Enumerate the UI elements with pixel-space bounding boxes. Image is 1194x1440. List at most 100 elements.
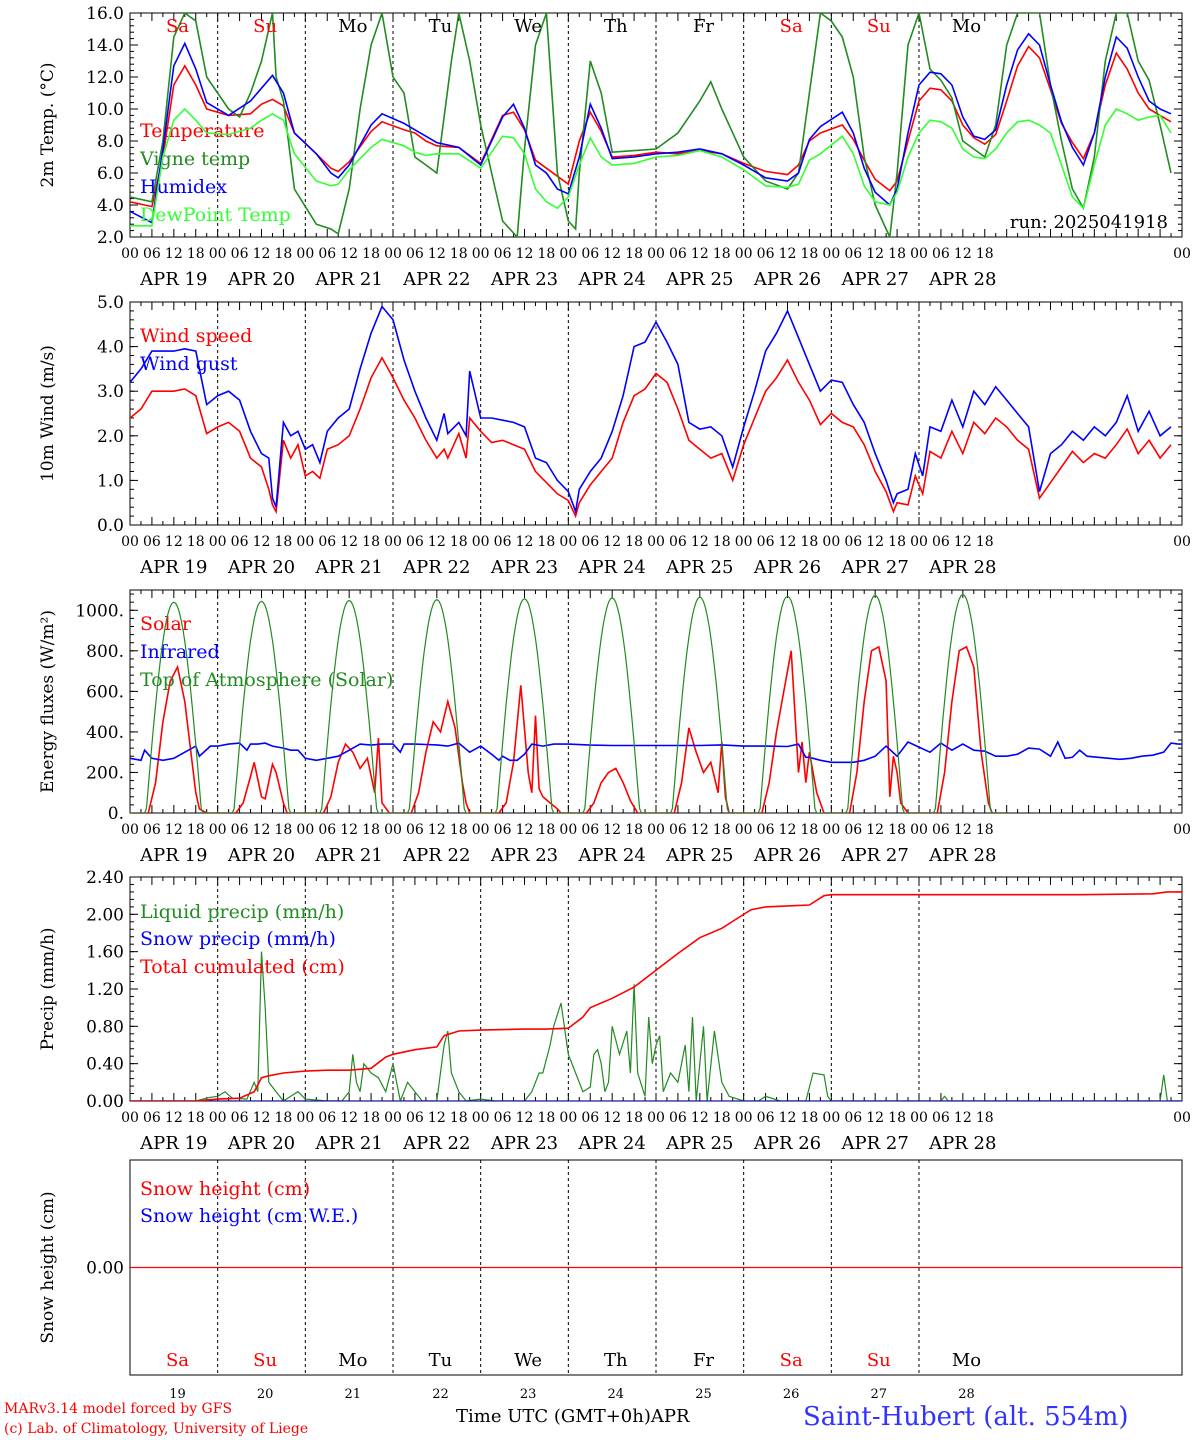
weekday-label: Mo <box>338 1350 367 1371</box>
legend-entry: Humidex <box>140 176 227 198</box>
hour-tick-label: 00 <box>559 534 577 550</box>
y-tick-label: 0.40 <box>86 1055 124 1075</box>
hour-tick-label: 12 <box>691 822 709 838</box>
hour-tick-label: 12 <box>779 534 797 550</box>
panel-5: 0.00 Snow height (cm) Snow height (cm) Snow… <box>38 1159 1183 1376</box>
date-label: APR 20 <box>227 1133 295 1154</box>
hour-tick-label: 12 <box>603 534 621 550</box>
y-tick-label: 0.80 <box>86 1017 124 1037</box>
hour-tick-label: 18 <box>362 1110 380 1126</box>
hour-tick-label: 18 <box>450 246 468 262</box>
time-axis-label: Time UTC (GMT+0h)APR <box>456 1406 690 1427</box>
hour-tick-label: 12 <box>253 246 271 262</box>
date-label: APR 21 <box>315 557 383 578</box>
y-axis-label: Precip (mm/h) <box>38 927 58 1050</box>
series-line <box>130 645 1007 813</box>
y-tick-label: 2.00 <box>86 905 124 925</box>
hour-tick-label: 12 <box>516 246 534 262</box>
legend-entry: Temperature <box>140 120 264 142</box>
hour-tick-label: 18 <box>362 246 380 262</box>
date-label: APR 24 <box>578 1133 646 1154</box>
hour-tick-label: 12 <box>428 246 446 262</box>
hour-tick-label: 00 <box>647 822 665 838</box>
date-label: APR 22 <box>402 1133 470 1154</box>
hour-tick-label: 12 <box>340 822 358 838</box>
date-label: APR 28 <box>928 1133 996 1154</box>
hour-tick-label: 18 <box>275 534 293 550</box>
day-number-label: 27 <box>871 1387 888 1402</box>
hour-tick-label: 00 <box>910 534 928 550</box>
date-label: APR 28 <box>928 557 996 578</box>
date-label: APR 26 <box>753 557 821 578</box>
y-axis-label: 10m Wind (m/s) <box>38 345 58 482</box>
hour-tick-label: 00 <box>735 534 753 550</box>
hour-tick-label: 06 <box>318 534 336 550</box>
hour-tick-label: 00 <box>910 1110 928 1126</box>
y-tick-label: 0.00 <box>86 1259 124 1279</box>
date-label: APR 26 <box>753 845 821 866</box>
hour-tick-label: 18 <box>976 534 994 550</box>
hour-tick-label: 12 <box>779 1110 797 1126</box>
hour-tick-label: 12 <box>165 246 183 262</box>
y-tick-label: 3.0 <box>97 382 124 402</box>
weekday-label: Su <box>253 16 277 37</box>
hour-tick-label: 12 <box>691 534 709 550</box>
weekday-label: Su <box>867 16 891 37</box>
hour-tick-label: 12 <box>165 822 183 838</box>
hour-tick-label: 00 <box>910 822 928 838</box>
hour-tick-label: 18 <box>713 246 731 262</box>
hour-tick-label: 18 <box>275 822 293 838</box>
weekday-label: Mo <box>952 1350 981 1371</box>
y-tick-label: 12.0 <box>86 68 124 88</box>
hour-tick-label: 18 <box>187 534 205 550</box>
hour-tick-label: 00 <box>559 822 577 838</box>
hour-tick-label: 06 <box>669 1110 687 1126</box>
legend-entry: Total cumulated (cm) <box>140 956 345 978</box>
hour-tick-label: 06 <box>231 1110 249 1126</box>
hour-tick-label: 12 <box>516 1110 534 1126</box>
hour-tick-label: 00 <box>1173 1110 1191 1126</box>
weekday-label: We <box>514 1350 542 1371</box>
date-label: APR 23 <box>490 845 558 866</box>
run-annotation: run: 2025041918 <box>1010 212 1168 233</box>
hour-tick-label: 00 <box>121 534 139 550</box>
hour-tick-label: 00 <box>472 822 490 838</box>
hour-tick-label: 06 <box>494 534 512 550</box>
hour-tick-label: 00 <box>910 246 928 262</box>
hour-tick-label: 00 <box>647 1110 665 1126</box>
legend-entry: Vigne temp <box>139 148 250 170</box>
day-number-label: 25 <box>695 1387 712 1402</box>
hour-tick-label: 18 <box>976 1110 994 1126</box>
hour-tick-label: 06 <box>669 246 687 262</box>
hour-tick-label: 06 <box>143 1110 161 1126</box>
hour-tick-label: 12 <box>866 246 884 262</box>
hour-tick-label: 12 <box>954 246 972 262</box>
date-label: APR 27 <box>841 1133 909 1154</box>
hour-tick-label: 00 <box>822 534 840 550</box>
hour-tick-label: 00 <box>647 534 665 550</box>
day-number-label: 19 <box>169 1387 186 1402</box>
hour-tick-label: 12 <box>340 1110 358 1126</box>
date-label: APR 24 <box>578 845 646 866</box>
hour-tick-label: 00 <box>472 246 490 262</box>
y-axis-label: Energy fluxes (W/m²) <box>38 610 58 793</box>
hour-tick-label: 06 <box>231 246 249 262</box>
hour-tick-label: 00 <box>209 822 227 838</box>
hour-tick-label: 00 <box>1173 534 1191 550</box>
legend-entry: Wind gust <box>140 353 238 375</box>
y-tick-label: 1.60 <box>86 943 124 963</box>
hour-tick-label: 06 <box>844 1110 862 1126</box>
legend-entry: DewPoint Temp <box>140 204 291 226</box>
hour-tick-label: 06 <box>581 1110 599 1126</box>
plot-frame <box>129 589 1183 814</box>
y-tick-label: 4.0 <box>97 196 124 216</box>
date-label: APR 22 <box>402 845 470 866</box>
hour-tick-label: 12 <box>603 1110 621 1126</box>
hour-tick-label: 06 <box>494 1110 512 1126</box>
hour-tick-label: 18 <box>976 246 994 262</box>
weekday-label: Th <box>604 1350 628 1371</box>
hour-tick-label: 18 <box>625 534 643 550</box>
hour-tick-label: 12 <box>253 1110 271 1126</box>
time-axis-text: Time UTC (GMT+0h) <box>456 1406 651 1427</box>
hour-tick-label: 18 <box>801 822 819 838</box>
